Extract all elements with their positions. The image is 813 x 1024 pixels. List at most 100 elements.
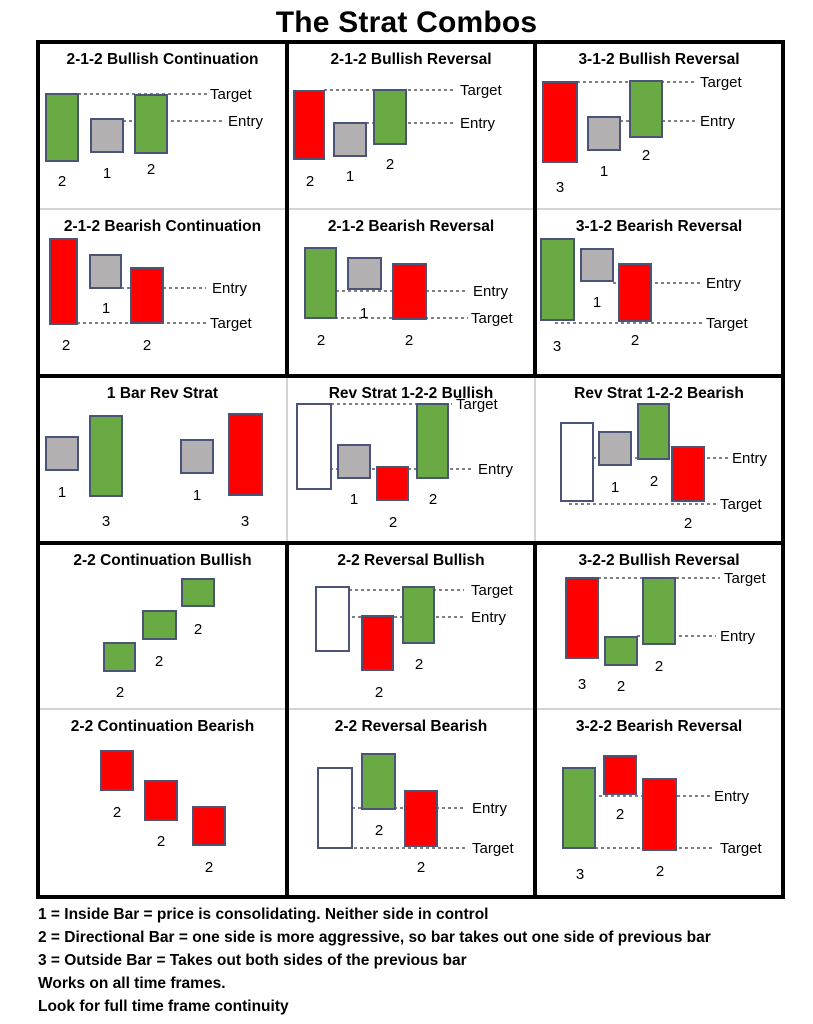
bar-number-label: 2 [143, 337, 151, 354]
panel-title: 2-2 Reversal Bearish [335, 718, 488, 735]
bullish-bar [181, 578, 215, 607]
bearish-bar [192, 806, 226, 846]
bar-number-label: 3 [102, 513, 110, 530]
bar-number-label: 1 [360, 305, 368, 322]
bar-number-label: 2 [389, 514, 397, 531]
bullish-bar [629, 80, 663, 138]
bar-number-label: 2 [429, 491, 437, 508]
bar-number-label: 2 [155, 653, 163, 670]
bearish-bar [565, 577, 599, 659]
block-frame [36, 541, 785, 899]
bearish-bar [130, 267, 164, 324]
bearish-bar [618, 263, 652, 322]
target-level-label: Target [471, 582, 514, 599]
target-level-label: Target [456, 396, 499, 413]
target-level-label: Target [472, 840, 515, 857]
panel-title: 2-1-2 Bullish Reversal [330, 51, 491, 68]
bar-number-label: 2 [617, 678, 625, 695]
target-level-label: Target [720, 840, 763, 857]
bar-number-label: 1 [58, 484, 66, 501]
outline-bar [317, 767, 353, 849]
panel-title: 3-1-2 Bearish Reversal [576, 218, 742, 235]
note-inside-bar: 1 = Inside Bar = price is consolidating.… [38, 906, 489, 923]
inside-bar [580, 248, 614, 282]
bar-number-label: 2 [147, 161, 155, 178]
entry-level-label: Entry [472, 800, 508, 817]
bar-number-label: 2 [405, 332, 413, 349]
inside-bar [45, 436, 79, 471]
target-level-label: Target [720, 496, 763, 513]
target-level-label: Target [724, 570, 767, 587]
inside-bar [598, 431, 632, 466]
inside-bar [89, 254, 122, 289]
entry-level-label: Entry [228, 113, 264, 130]
target-level-label: Target [471, 310, 514, 327]
panel-title: Rev Strat 1-2-2 Bullish [329, 385, 494, 402]
bar-number-label: 2 [375, 684, 383, 701]
bar-number-label: 3 [241, 513, 249, 530]
bullish-bar [373, 89, 407, 145]
bullish-bar [416, 403, 449, 479]
inside-bar [587, 116, 621, 151]
panel-title: 3-1-2 Bullish Reversal [578, 51, 739, 68]
bullish-bar [642, 577, 676, 645]
inside-bar [347, 257, 382, 290]
panel-title: 2-2 Continuation Bullish [73, 552, 251, 569]
bar-number-label: 2 [194, 621, 202, 638]
bullish-bar [89, 415, 123, 497]
inside-bar [337, 444, 371, 479]
target-level-label: Target [210, 86, 253, 103]
bearish-bar [642, 778, 677, 851]
target-level-label: Target [210, 315, 253, 332]
note-outside-bar: 3 = Outside Bar = Takes out both sides o… [38, 952, 467, 969]
entry-level-label: Entry [720, 628, 756, 645]
page-title: The Strat Combos [275, 6, 538, 39]
bullish-bar [142, 610, 177, 640]
panel-title: 1 Bar Rev Strat [107, 385, 218, 402]
entry-level-label: Entry [732, 450, 768, 467]
bullish-bar [562, 767, 596, 849]
bar-number-label: 1 [103, 165, 111, 182]
bar-number-label: 2 [62, 337, 70, 354]
target-level-label: Target [700, 74, 743, 91]
bar-number-label: 1 [611, 479, 619, 496]
bearish-bar [603, 755, 637, 795]
bar-number-label: 2 [317, 332, 325, 349]
target-level-label: Target [460, 82, 503, 99]
outline-bar [560, 422, 594, 502]
bar-number-label: 3 [553, 338, 561, 355]
bearish-bar [542, 81, 578, 163]
bearish-bar [144, 780, 178, 821]
bearish-bar [293, 90, 325, 160]
bullish-bar [540, 238, 575, 321]
bar-number-label: 1 [193, 487, 201, 504]
entry-level-label: Entry [714, 788, 750, 805]
bullish-bar [361, 753, 396, 810]
bar-number-label: 2 [631, 332, 639, 349]
bullish-bar [402, 586, 435, 644]
panel-title: 3-2-2 Bullish Reversal [578, 552, 739, 569]
entry-level-label: Entry [700, 113, 736, 130]
bullish-bar [45, 93, 79, 162]
bar-number-label: 2 [656, 863, 664, 880]
bearish-bar [376, 466, 409, 501]
bar-number-label: 2 [306, 173, 314, 190]
note-directional-bar: 2 = Directional Bar = one side is more a… [38, 929, 711, 946]
bullish-bar [304, 247, 337, 319]
bearish-bar [100, 750, 134, 791]
inside-bar [90, 118, 124, 153]
bar-number-label: 3 [578, 676, 586, 693]
bar-number-label: 2 [650, 473, 658, 490]
bar-number-label: 2 [205, 859, 213, 876]
bar-number-label: 2 [616, 806, 624, 823]
panel-title: 2-1-2 Bearish Continuation [64, 218, 261, 235]
legend-notes: 1 = Inside Bar = price is consolidating.… [38, 903, 808, 1018]
bearish-bar [671, 446, 705, 502]
entry-level-label: Entry [471, 609, 507, 626]
bar-number-label: 2 [375, 822, 383, 839]
bar-number-label: 2 [113, 804, 121, 821]
bearish-bar [404, 790, 438, 847]
bearish-bar [49, 238, 78, 325]
bullish-bar [637, 403, 670, 460]
